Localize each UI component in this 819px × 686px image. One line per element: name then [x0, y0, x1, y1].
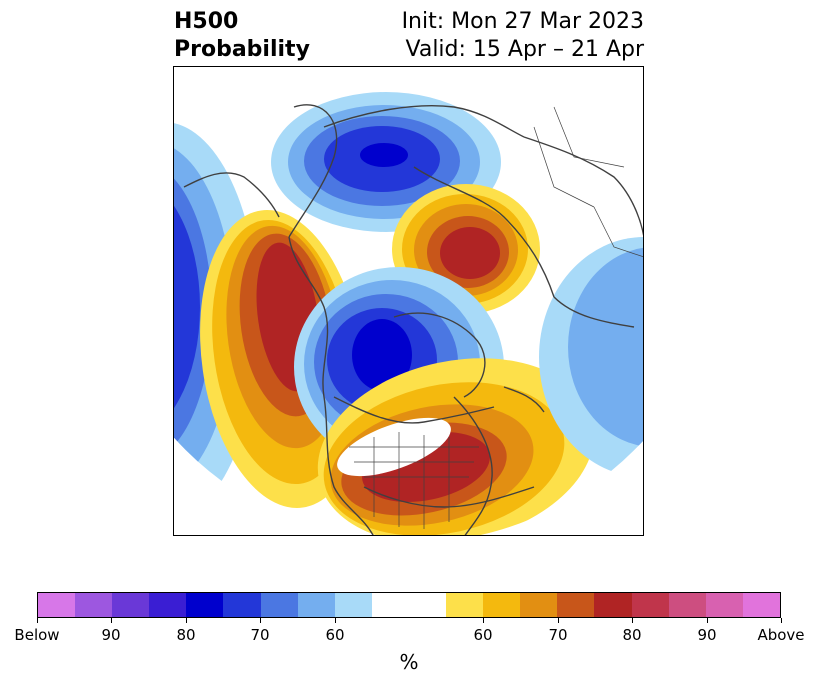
colorbar-unit-label: % — [399, 650, 419, 674]
colorbar-swatch — [668, 593, 706, 617]
colorbar-swatch — [186, 593, 224, 617]
colorbar-tick — [111, 618, 112, 623]
colorbar-swatch — [705, 593, 743, 617]
probability-map-svg — [174, 67, 643, 535]
colorbar-swatch — [112, 593, 150, 617]
anomaly-below-pacific — [174, 122, 259, 522]
colorbar-swatch — [520, 593, 558, 617]
title-valid-range: Valid: 15 Apr – 21 Apr — [405, 37, 645, 62]
colorbar-tick-label: 80 — [622, 626, 642, 644]
title-product: Probability — [174, 37, 310, 62]
probability-map — [173, 66, 644, 536]
colorbar-tick — [260, 618, 261, 623]
colorbar-tick — [186, 618, 187, 623]
colorbar-swatch — [742, 593, 780, 617]
colorbar — [37, 592, 781, 618]
colorbar-swatch — [557, 593, 595, 617]
colorbar-swatch — [223, 593, 261, 617]
borders — [349, 106, 643, 529]
colorbar-tick — [483, 618, 484, 623]
title-variable: H500 — [174, 9, 239, 34]
colorbar-swatch — [149, 593, 187, 617]
colorbar-tick — [335, 618, 336, 623]
colorbar-swatch — [446, 593, 484, 617]
anomaly-below-western-pacific — [539, 237, 643, 477]
colorbar-swatch — [371, 593, 409, 617]
colorbar-swatch — [334, 593, 372, 617]
colorbar-tick-label: 80 — [176, 626, 196, 644]
colorbar-swatch — [408, 593, 447, 617]
chart-title-right: Init: Mon 27 Mar 2023 Valid: 15 Apr – 21… — [402, 8, 644, 64]
colorbar-tick — [781, 618, 782, 623]
colorbar-tick-label: 60 — [325, 626, 345, 644]
colorbar-swatch — [260, 593, 298, 617]
colorbar-tick-label: 90 — [697, 626, 717, 644]
colorbar-swatch — [297, 593, 335, 617]
colorbar-tick-label: 70 — [548, 626, 568, 644]
colorbar-tick — [707, 618, 708, 623]
colorbar-tick — [558, 618, 559, 623]
title-init-date: Init: Mon 27 Mar 2023 — [401, 9, 644, 34]
colorbar-swatch — [38, 593, 76, 617]
colorbar-tick — [632, 618, 633, 623]
colorbar-swatch — [483, 593, 521, 617]
colorbar-swatch — [75, 593, 113, 617]
colorbar-swatch — [594, 593, 632, 617]
colorbar-swatch — [631, 593, 669, 617]
colorbar-tick-label: Below — [14, 626, 60, 644]
colorbar-tick-label: 90 — [101, 626, 121, 644]
chart-title-left: H500 Probability — [174, 8, 310, 64]
colorbar-tick-label: 70 — [250, 626, 270, 644]
colorbar-tick — [37, 618, 38, 623]
colorbar-tick-label: Above — [757, 626, 805, 644]
colorbar-tick-label: 60 — [473, 626, 493, 644]
coastlines — [183, 104, 643, 535]
